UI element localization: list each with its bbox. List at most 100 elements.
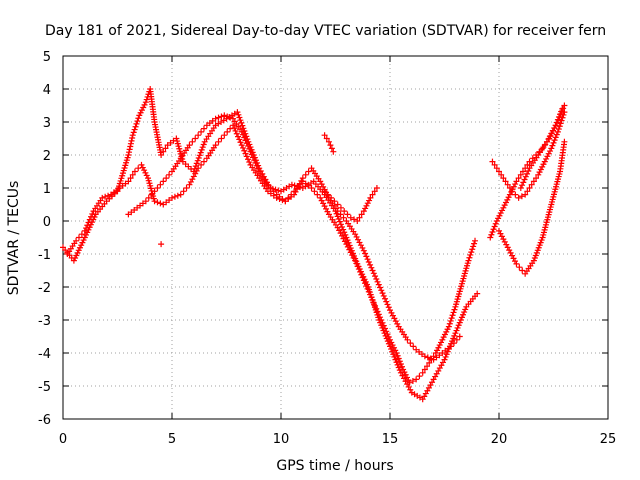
data-point-interp: [508, 188, 515, 195]
data-point-interp: [85, 219, 92, 226]
data-point-interp: [238, 119, 245, 126]
data-point-interp: [323, 135, 330, 142]
data-point: [421, 353, 428, 360]
data-point-interp: [555, 116, 562, 123]
data-point-interp: [384, 301, 391, 308]
data-point-interp: [218, 113, 225, 120]
data-point: [393, 350, 400, 356]
data-point-interp: [522, 173, 529, 180]
data-point: [360, 208, 367, 215]
data-point: [317, 194, 324, 201]
data-point-interp: [443, 351, 450, 358]
x-tick-label: 25: [600, 432, 617, 447]
data-point-interp: [369, 191, 376, 198]
data-point: [151, 198, 158, 205]
data-point-interp: [248, 151, 255, 158]
data-point-interp: [443, 328, 450, 335]
data-point: [387, 307, 393, 314]
data-point-interp: [83, 225, 90, 232]
y-tick-label: 2: [43, 149, 51, 164]
data-point-interp: [416, 373, 423, 380]
data-point-interp: [353, 260, 360, 267]
data-point-interp: [200, 158, 207, 165]
data-point-interp: [200, 125, 207, 132]
data-point: [321, 188, 328, 195]
data-point-interp: [402, 371, 409, 378]
data-point-interp: [139, 164, 146, 171]
data-point-interp: [370, 270, 377, 277]
data-point-interp: [342, 231, 349, 238]
data-point-interp: [246, 145, 253, 152]
data-point: [138, 161, 145, 168]
data-point: [561, 102, 568, 109]
data-point-interp: [194, 157, 201, 164]
data-point: [99, 194, 106, 201]
data-point-interp: [132, 123, 139, 130]
data-point: [354, 218, 361, 224]
data-point-interp: [359, 274, 366, 281]
data-point: [299, 175, 306, 182]
data-point: [234, 109, 241, 116]
data-point-interp: [470, 243, 477, 250]
data-point-interp: [388, 339, 395, 346]
data-point-interp: [129, 171, 136, 178]
data-point-interp: [496, 212, 503, 219]
data-point-interp: [240, 131, 247, 138]
data-point: [129, 132, 136, 139]
data-point-interp: [351, 216, 358, 223]
data-point: [487, 234, 494, 241]
plot-frame: [62, 55, 609, 420]
data-point-interp: [197, 149, 204, 156]
data-point-interp: [388, 346, 395, 353]
data-point-interp: [370, 300, 377, 307]
data-point-interp: [375, 281, 382, 288]
data-point: [186, 142, 193, 149]
data-point: [541, 158, 548, 165]
data-point: [330, 148, 337, 155]
data-point-interp: [547, 148, 554, 155]
data-point: [378, 317, 385, 323]
data-point-interp: [389, 342, 396, 349]
data-point-interp: [392, 318, 399, 325]
data-point: [452, 330, 459, 337]
data-point-interp: [365, 259, 372, 266]
data-point: [561, 138, 568, 145]
data-point-interp: [389, 312, 396, 319]
data-point-interp: [314, 191, 321, 198]
data-point-interp: [519, 267, 526, 274]
data-point-interp: [341, 229, 348, 236]
data-point-interp: [138, 107, 145, 114]
data-point: [131, 168, 138, 175]
data-point-interp: [356, 239, 363, 246]
data-point-interp: [379, 319, 386, 326]
data-point-interp: [180, 188, 187, 195]
data-point-interp: [365, 288, 372, 295]
data-point: [504, 244, 511, 251]
data-point-interp: [384, 331, 391, 338]
data-point-interp: [509, 252, 516, 259]
data-point-interp: [363, 202, 370, 209]
data-point: [554, 128, 561, 135]
data-point-interp: [524, 188, 531, 195]
data-point-interp: [518, 193, 525, 200]
data-point-interp: [367, 291, 374, 298]
data-point: [158, 152, 165, 158]
data-point-interp: [154, 185, 161, 191]
data-point-interp: [163, 175, 170, 182]
data-point-interp: [189, 176, 196, 183]
data-point-interp: [434, 347, 441, 354]
data-point-interp: [467, 251, 474, 258]
data-point-interp: [242, 150, 249, 157]
data-point: [195, 165, 202, 172]
data-point-interp: [353, 233, 360, 240]
data-point-interp: [510, 255, 517, 262]
x-tick-label: 15: [382, 432, 399, 447]
data-point-interp: [556, 123, 563, 130]
data-point-interp: [526, 185, 533, 191]
x-axis-label: GPS time / hours: [276, 458, 393, 474]
y-axis-label: SDTVAR / TECUs: [6, 181, 22, 296]
data-point-interp: [154, 199, 161, 206]
data-point-interp: [292, 188, 299, 195]
data-point: [539, 145, 546, 152]
